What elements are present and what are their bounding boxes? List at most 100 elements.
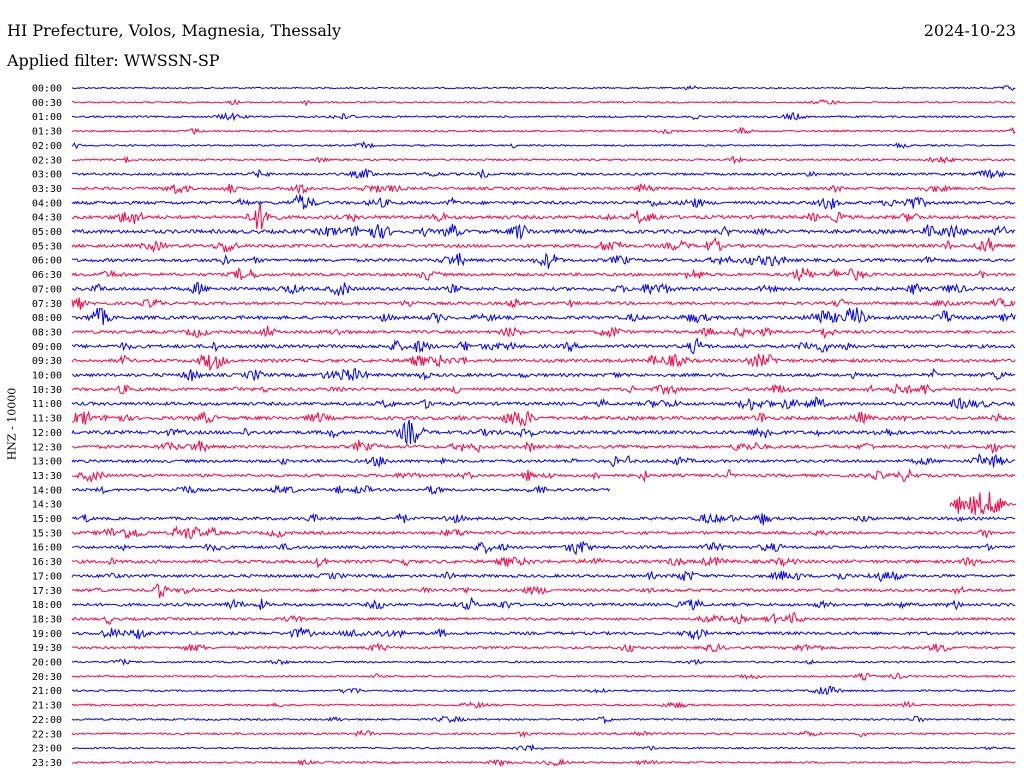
- row-time-label: 17:00: [32, 571, 62, 582]
- row-time-label: 19:30: [32, 643, 62, 654]
- seismic-trace: [71, 597, 1016, 611]
- seismic-trace: [71, 353, 1016, 371]
- row-time-label: 03:00: [32, 170, 62, 181]
- row-time-label: 13:00: [32, 457, 62, 468]
- seismic-trace: [71, 743, 1016, 752]
- row-time-label: 10:00: [32, 371, 62, 382]
- row-time-label: 01:00: [32, 112, 62, 123]
- seismic-trace: [71, 367, 1016, 382]
- row-time-label: 00:00: [32, 84, 62, 95]
- row-time-label: 02:30: [32, 155, 62, 166]
- row-time-label: 02:00: [32, 141, 62, 152]
- row-time-label: 15:00: [32, 514, 62, 525]
- row-time-label: 11:00: [32, 399, 62, 410]
- seismic-trace: [72, 183, 1016, 195]
- row-time-label: 14:00: [32, 485, 62, 496]
- seismic-trace: [71, 758, 1016, 768]
- seismic-trace: [71, 126, 1016, 136]
- row-time-label: 19:00: [32, 629, 62, 640]
- row-time-label: 08:00: [32, 313, 62, 324]
- row-time-label: 03:30: [32, 184, 62, 195]
- seismic-trace: [71, 715, 1016, 725]
- seismic-trace: [72, 468, 1016, 483]
- seismic-trace: [71, 140, 1016, 150]
- station-title: HI Prefecture, Volos, Magnesia, Thessaly: [7, 21, 342, 40]
- seismic-trace: [71, 281, 1016, 296]
- row-time-label: 07:00: [32, 284, 62, 295]
- row-time-label: 14:30: [32, 500, 62, 511]
- seismic-trace: [71, 525, 1016, 540]
- row-time-label: 13:30: [32, 471, 62, 482]
- seismic-trace: [71, 194, 1016, 210]
- row-time-label: 22:00: [32, 715, 62, 726]
- row-time-label: 20:30: [32, 672, 62, 683]
- row-time-label: 08:30: [32, 327, 62, 338]
- seismic-trace: [71, 223, 1016, 241]
- seismic-trace: [71, 570, 1016, 583]
- row-time-label: 18:00: [32, 600, 62, 611]
- seismic-trace: [71, 267, 1016, 283]
- seismic-trace: [71, 111, 1016, 122]
- row-time-label: 20:00: [32, 658, 62, 669]
- filter-label: Applied filter: WWSSN-SP: [7, 51, 220, 70]
- seismic-trace: [71, 155, 1016, 165]
- row-time-label: 10:30: [32, 385, 62, 396]
- seismic-trace: [71, 583, 1016, 599]
- row-time-label: 17:30: [32, 586, 62, 597]
- seismic-trace: [949, 491, 1017, 516]
- seismic-trace: [71, 483, 611, 495]
- row-time-label: 22:30: [32, 729, 62, 740]
- seismic-trace: [71, 512, 1016, 526]
- seismic-trace: [71, 658, 1016, 667]
- seismic-trace: [71, 685, 1016, 696]
- seismic-trace: [71, 98, 1016, 107]
- seismic-trace: [71, 729, 1016, 739]
- row-time-label: 12:00: [32, 428, 62, 439]
- row-time-label: 16:00: [32, 543, 62, 554]
- row-time-label: 12:30: [32, 442, 62, 453]
- row-time-label: 01:30: [32, 127, 62, 138]
- seismic-trace: [71, 167, 1016, 180]
- seismic-trace: [71, 627, 1016, 641]
- seismic-trace: [71, 410, 1016, 427]
- seismic-trace: [71, 297, 1016, 310]
- row-time-label: 04:30: [32, 213, 62, 224]
- seismic-trace: [71, 700, 1016, 709]
- seismic-trace: [71, 439, 1016, 455]
- seismic-trace: [71, 237, 1016, 254]
- seismic-trace: [71, 541, 1016, 556]
- row-time-label: 06:00: [32, 256, 62, 267]
- row-time-label: 09:00: [32, 342, 62, 353]
- seismic-trace: [71, 556, 1016, 569]
- seismic-trace: [71, 452, 1016, 468]
- seismic-trace: [71, 325, 1016, 340]
- seismic-trace: [71, 419, 1016, 446]
- row-time-label: 16:30: [32, 557, 62, 568]
- row-time-label: 15:30: [32, 528, 62, 539]
- seismic-trace: [71, 641, 1016, 653]
- row-time-label: 21:30: [32, 701, 62, 712]
- row-time-label: 18:30: [32, 614, 62, 625]
- seismic-trace: [71, 84, 1016, 91]
- row-time-label: 09:30: [32, 356, 62, 367]
- row-time-label: 05:00: [32, 227, 62, 238]
- row-time-label: 23:30: [32, 758, 62, 769]
- row-time-label: 04:00: [32, 198, 62, 209]
- seismic-trace: [71, 337, 1016, 355]
- row-time-label: 05:30: [32, 241, 62, 252]
- row-time-label: 23:00: [32, 744, 62, 755]
- seismic-trace: [71, 672, 1016, 681]
- seismic-trace: [71, 383, 1016, 395]
- seismic-trace: [72, 252, 1016, 269]
- seismic-trace: [71, 203, 1016, 230]
- seismic-trace: [71, 396, 1016, 411]
- row-time-label: 21:00: [32, 686, 62, 697]
- seismic-trace: [71, 307, 1016, 326]
- row-time-label: 06:30: [32, 270, 62, 281]
- date-label: 2024-10-23: [923, 21, 1016, 40]
- seismic-trace: [71, 612, 1016, 626]
- row-time-label: 07:30: [32, 299, 62, 310]
- row-time-label: 11:30: [32, 414, 62, 425]
- row-time-label: 00:30: [32, 98, 62, 109]
